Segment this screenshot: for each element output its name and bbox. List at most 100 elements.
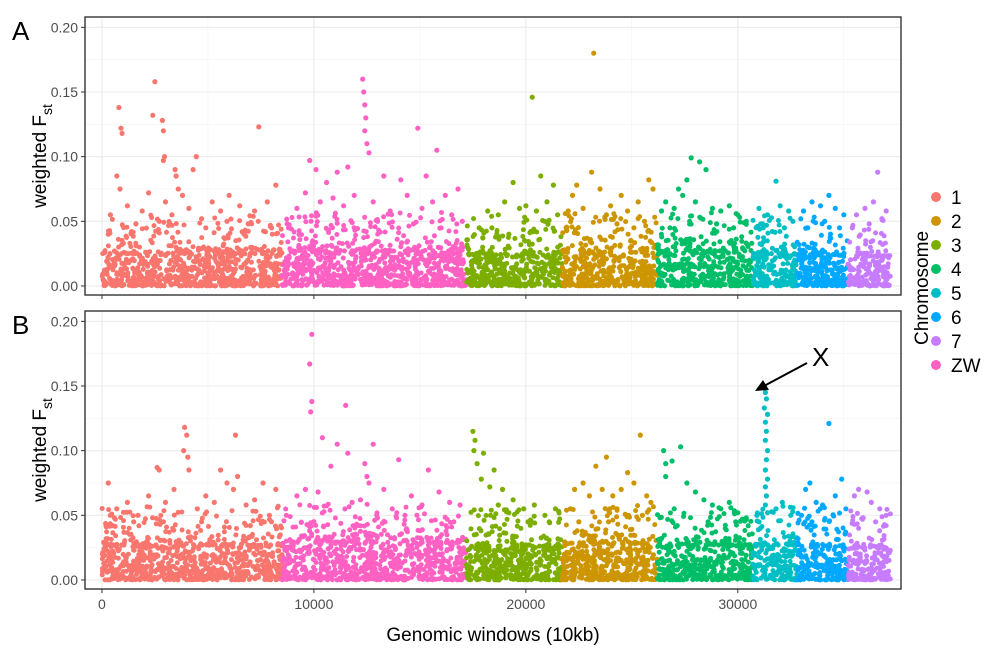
data-point (333, 278, 338, 284)
data-point (192, 535, 198, 541)
data-point (401, 259, 407, 265)
data-point (262, 272, 268, 277)
data-point (420, 282, 426, 288)
data-point (296, 214, 302, 220)
data-point-outlier (152, 79, 158, 85)
data-point (121, 518, 126, 524)
data-point (824, 281, 830, 287)
data-point (864, 250, 870, 256)
data-point (521, 282, 526, 288)
data-point (511, 275, 517, 281)
data-point-outlier (160, 519, 166, 525)
data-point (121, 540, 127, 546)
data-point (256, 567, 262, 572)
data-point (681, 250, 686, 256)
data-point (338, 546, 344, 552)
data-point (164, 229, 169, 235)
data-point-outlier (563, 225, 569, 231)
data-point (597, 282, 603, 288)
data-point (387, 242, 393, 248)
data-point (161, 219, 167, 225)
data-point (352, 259, 358, 265)
data-point (350, 240, 356, 246)
data-point (841, 250, 847, 256)
data-point (423, 278, 429, 283)
data-point (328, 544, 334, 550)
data-point (185, 529, 191, 535)
data-point (878, 253, 884, 259)
data-point (310, 243, 316, 249)
data-point (513, 253, 519, 259)
data-point (391, 248, 397, 254)
data-point (136, 523, 142, 529)
data-point-outlier (817, 203, 824, 209)
data-point (188, 534, 194, 540)
data-point (861, 264, 866, 270)
data-point-outlier (419, 205, 425, 211)
data-point-outlier (580, 205, 586, 211)
data-point (398, 283, 404, 289)
data-point (304, 282, 310, 288)
data-point (283, 274, 289, 280)
data-point (747, 259, 753, 265)
data-point (454, 221, 460, 227)
data-point-outlier (139, 208, 145, 214)
data-point (233, 238, 239, 244)
series-3-a (464, 94, 565, 289)
data-point (428, 239, 434, 245)
data-point (303, 236, 309, 242)
data-point (436, 551, 442, 557)
data-point (497, 267, 503, 273)
data-point (221, 537, 227, 542)
data-point (122, 575, 128, 581)
data-point (757, 275, 763, 281)
data-point (177, 246, 183, 252)
data-point (575, 283, 581, 289)
data-point (213, 283, 219, 289)
data-point (831, 282, 837, 288)
data-point-outlier (313, 167, 319, 173)
data-point (562, 268, 568, 274)
data-point (184, 249, 190, 255)
data-point-outlier (110, 523, 116, 529)
data-point (557, 255, 563, 261)
data-point (133, 268, 139, 274)
data-point (364, 234, 370, 240)
data-point-outlier (374, 218, 381, 224)
data-point (150, 515, 155, 521)
data-point (197, 262, 203, 268)
data-point (665, 277, 671, 283)
data-point (638, 233, 644, 239)
data-point (612, 229, 618, 235)
data-point (223, 519, 229, 525)
data-point (879, 264, 885, 270)
data-point (358, 259, 364, 265)
data-point (191, 264, 197, 270)
data-point (188, 569, 194, 575)
data-point (526, 239, 531, 244)
data-point-outlier (193, 154, 199, 160)
data-point-outlier (641, 218, 648, 224)
data-point (258, 283, 264, 289)
data-point-outlier (849, 225, 855, 231)
data-point (732, 280, 738, 286)
data-point-outlier (404, 192, 410, 198)
data-point (396, 264, 402, 270)
data-point-outlier (449, 212, 455, 218)
data-point (362, 272, 368, 278)
data-point-outlier (533, 208, 540, 214)
data-point (609, 274, 614, 280)
data-point (836, 259, 842, 265)
data-point (195, 267, 201, 273)
data-point (199, 235, 205, 241)
data-point (229, 267, 235, 273)
data-point (501, 272, 507, 278)
data-point (881, 272, 887, 278)
data-point (578, 241, 584, 247)
data-point (335, 260, 341, 266)
data-point (675, 216, 681, 222)
data-point (755, 259, 761, 265)
data-point-outlier (218, 467, 224, 473)
data-point (441, 253, 447, 259)
data-point (209, 283, 215, 288)
